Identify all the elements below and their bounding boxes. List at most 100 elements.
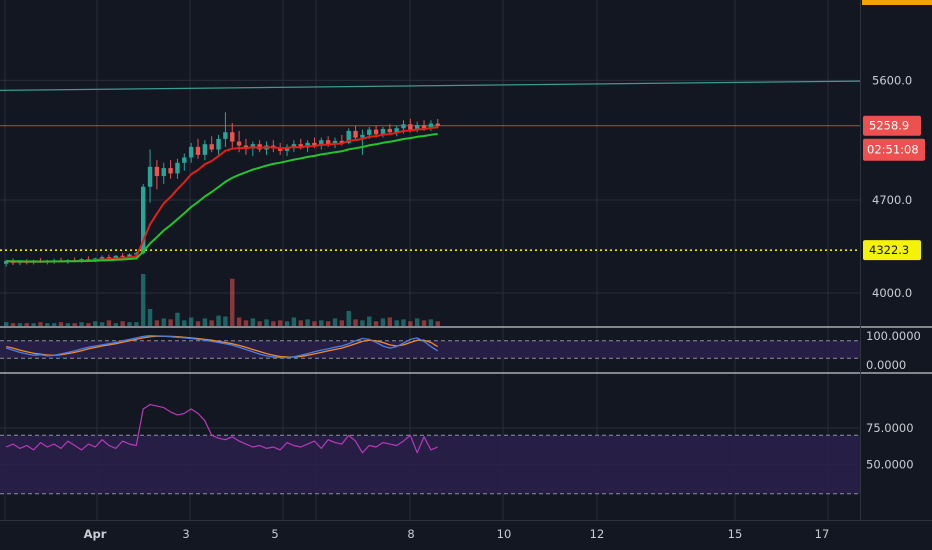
time-axis-label[interactable]: 17 bbox=[815, 527, 830, 541]
time-axis-label[interactable]: 5 bbox=[271, 527, 278, 541]
candle-body[interactable] bbox=[353, 130, 358, 138]
candle-body[interactable] bbox=[373, 129, 379, 135]
candle-body[interactable] bbox=[367, 129, 372, 135]
time-axis-label[interactable]: Apr bbox=[84, 527, 107, 541]
volume-bar bbox=[58, 322, 64, 326]
volume-bar bbox=[182, 320, 187, 326]
volume-bar bbox=[10, 323, 16, 326]
volume-bar bbox=[325, 321, 331, 326]
axes[interactable]: 6400.05600.04700.04000.0100.00000.000075… bbox=[84, 0, 921, 541]
candle-body[interactable] bbox=[380, 128, 386, 135]
volume-bar bbox=[291, 317, 297, 326]
time-axis-label[interactable]: 15 bbox=[728, 527, 743, 541]
candle-body[interactable] bbox=[408, 124, 413, 130]
candle-body[interactable] bbox=[394, 128, 399, 133]
candle-body[interactable] bbox=[113, 255, 118, 259]
candle-body[interactable] bbox=[319, 140, 324, 146]
candle-body[interactable] bbox=[154, 166, 160, 177]
candle-body[interactable] bbox=[127, 254, 132, 257]
candle-body[interactable] bbox=[120, 255, 125, 257]
volume-bar bbox=[209, 320, 214, 326]
candle-body[interactable] bbox=[141, 186, 146, 254]
candlesticks[interactable] bbox=[4, 112, 440, 267]
volume-bar bbox=[188, 317, 194, 326]
candle-body[interactable] bbox=[435, 123, 440, 126]
price-axis-label[interactable]: 4700.0 bbox=[872, 193, 912, 207]
candle-body[interactable] bbox=[291, 144, 297, 147]
volume-bar bbox=[264, 319, 269, 326]
candle-body[interactable] bbox=[202, 144, 208, 155]
candle-body[interactable] bbox=[387, 128, 392, 133]
candle-body[interactable] bbox=[195, 146, 201, 155]
candle-body[interactable] bbox=[401, 124, 406, 129]
volume-bar bbox=[339, 320, 345, 326]
candle-body[interactable] bbox=[106, 257, 112, 259]
candle-body[interactable] bbox=[298, 144, 303, 148]
rsi-axis-label[interactable]: 75.0000 bbox=[866, 421, 914, 435]
candle-body[interactable] bbox=[4, 261, 9, 264]
volume-bar bbox=[394, 320, 399, 326]
candle-body[interactable] bbox=[312, 142, 317, 146]
candle-body[interactable] bbox=[223, 132, 228, 139]
candle-body[interactable] bbox=[250, 144, 255, 149]
volume-bar bbox=[236, 317, 242, 326]
candle-body[interactable] bbox=[134, 253, 139, 255]
time-axis-label[interactable]: 8 bbox=[407, 527, 414, 541]
time-axis-label[interactable]: 10 bbox=[497, 527, 512, 541]
price-axis-label[interactable]: 5600.0 bbox=[872, 73, 912, 87]
ema-slow-line bbox=[6, 133, 438, 263]
time-axis-label[interactable]: 12 bbox=[590, 527, 605, 541]
volume-bar bbox=[154, 320, 160, 326]
stochastic-k-line bbox=[6, 334, 439, 359]
price-lines bbox=[0, 80, 861, 251]
volume-bar bbox=[380, 318, 386, 326]
volume-bar bbox=[278, 320, 283, 326]
candle-body[interactable] bbox=[230, 132, 235, 142]
price-axis-label[interactable]: 4000.0 bbox=[872, 286, 912, 300]
candle-body[interactable] bbox=[325, 140, 331, 145]
candle-body[interactable] bbox=[99, 257, 105, 259]
candle-body[interactable] bbox=[168, 168, 173, 174]
volume-bar bbox=[353, 319, 358, 326]
candle-body[interactable] bbox=[175, 162, 180, 174]
candle-body[interactable] bbox=[216, 138, 221, 150]
volume-bar bbox=[31, 323, 36, 326]
candle-body[interactable] bbox=[305, 142, 310, 148]
candle-body[interactable] bbox=[182, 157, 187, 163]
support-price-tag bbox=[863, 240, 921, 261]
candle-body[interactable] bbox=[346, 130, 351, 143]
candle-body[interactable] bbox=[428, 123, 434, 129]
candle-body[interactable] bbox=[339, 140, 345, 143]
top-price-tag bbox=[862, 0, 932, 5]
time-axis-label[interactable]: 3 bbox=[182, 527, 189, 541]
candle-body[interactable] bbox=[278, 148, 283, 151]
candle-body[interactable] bbox=[161, 168, 166, 177]
stochastic-axis-label[interactable]: 100.0000 bbox=[866, 329, 921, 343]
candle-body[interactable] bbox=[209, 144, 214, 150]
candle-body[interactable] bbox=[360, 134, 365, 138]
ascending-trendline bbox=[0, 80, 861, 92]
price-tags: 5258.9 02:51:08 4322.3 bbox=[862, 0, 932, 261]
volume-bar bbox=[134, 322, 139, 326]
candle-body[interactable] bbox=[236, 141, 242, 146]
stochastic-d-line bbox=[6, 335, 439, 358]
stochastic-axis-label[interactable]: 0.0000 bbox=[866, 358, 906, 372]
candle-body[interactable] bbox=[421, 124, 427, 129]
rsi-axis-label[interactable]: 50.0000 bbox=[866, 458, 914, 472]
candle-body[interactable] bbox=[243, 145, 249, 149]
volume-bar bbox=[106, 320, 112, 326]
support-price-value: 4322.3 bbox=[869, 243, 909, 257]
candle-body[interactable] bbox=[415, 124, 420, 130]
candle-body[interactable] bbox=[147, 166, 153, 187]
candle-body[interactable] bbox=[188, 146, 194, 158]
volume-bar bbox=[243, 320, 249, 326]
volume-bar bbox=[250, 318, 255, 326]
volume-bar bbox=[373, 321, 379, 326]
candle-body[interactable] bbox=[332, 140, 338, 145]
volume-bar bbox=[17, 323, 23, 326]
volume-bar bbox=[147, 308, 153, 326]
current-price-value: 5258.9 bbox=[869, 119, 909, 133]
volume-bar bbox=[216, 315, 221, 326]
